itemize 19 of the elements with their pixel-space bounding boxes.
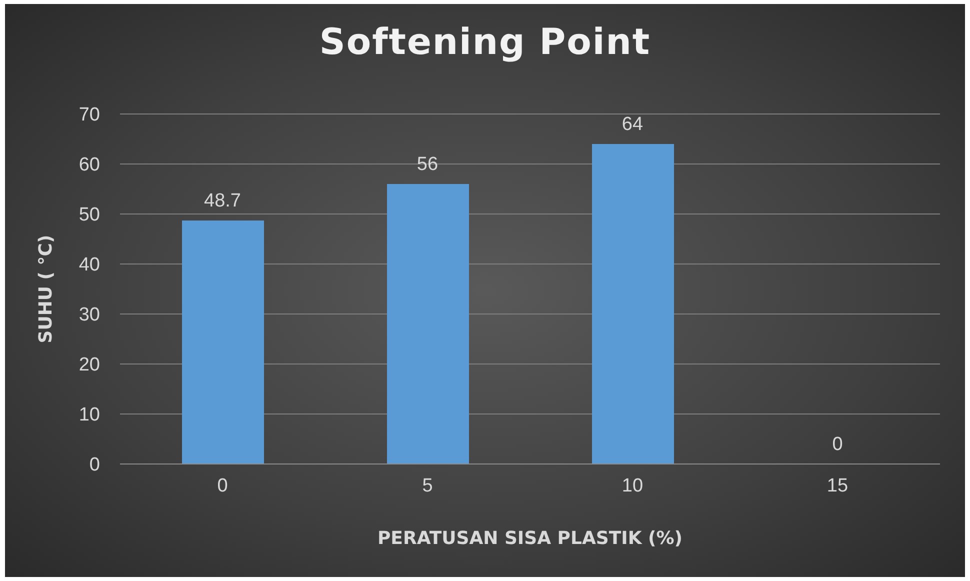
y-tick-label: 20 <box>78 354 100 376</box>
y-tick-label: 40 <box>78 254 100 276</box>
chart-title: Softening Point <box>318 22 652 63</box>
y-tick-label: 50 <box>78 204 100 226</box>
y-tick-label: 30 <box>78 304 100 326</box>
x-tick-label: 5 <box>422 475 433 496</box>
y-tick-label: 70 <box>78 104 100 126</box>
data-label: 48.7 <box>204 190 241 212</box>
y-tick-label: 60 <box>78 154 100 176</box>
data-label: 0 <box>832 434 843 455</box>
x-tick-label: 0 <box>217 475 228 496</box>
data-label: 56 <box>416 154 438 175</box>
x-tick-label: 10 <box>622 475 644 496</box>
data-label: 64 <box>622 114 644 135</box>
y-tick-label: 0 <box>89 454 100 476</box>
x-axis-title: PERATUSAN SISA PLASTIK (%) <box>377 528 683 549</box>
x-tick-label: 15 <box>826 475 848 496</box>
y-axis-title: SUHU ( °C) <box>35 234 56 344</box>
y-tick-label: 10 <box>78 404 100 426</box>
